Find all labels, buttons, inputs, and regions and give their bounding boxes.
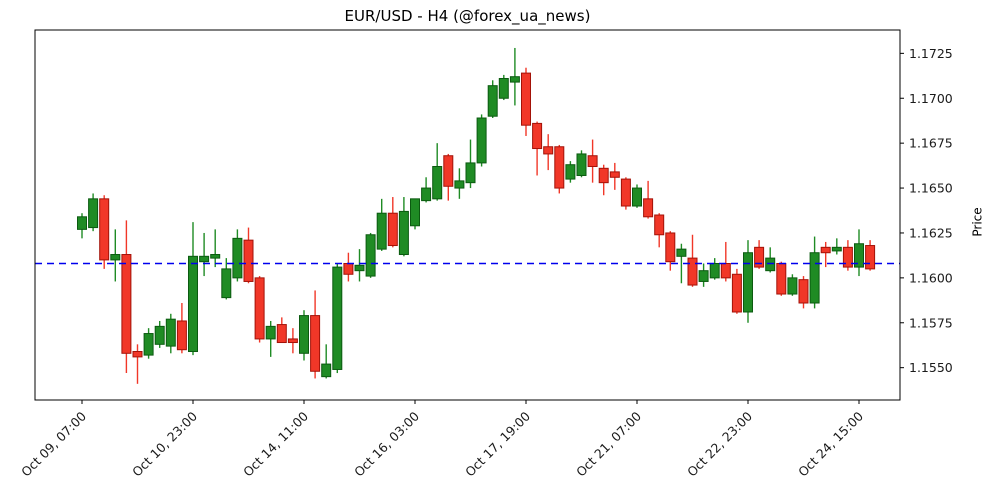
y-axis-label: Price (970, 207, 985, 237)
candle-body (632, 187, 642, 207)
plot-border (34, 29, 901, 401)
y-tick-label: 1.1700 (909, 91, 953, 106)
candle-body (99, 198, 110, 261)
candle-body (554, 146, 565, 189)
candle-body (865, 245, 876, 270)
y-tick-label: 1.1575 (909, 315, 953, 330)
candle-body (620, 178, 631, 207)
candle-body (587, 155, 598, 168)
candle-body (842, 246, 853, 268)
x-tick-label: Oct 24, 15:00 (795, 408, 866, 479)
candle-body (609, 171, 620, 178)
candle-body (809, 252, 820, 304)
candle-body (110, 254, 121, 261)
candle-body (376, 212, 387, 250)
x-tick-label: Oct 16, 03:00 (351, 408, 422, 479)
y-tick-label: 1.1725 (909, 46, 953, 61)
candle-body (720, 262, 731, 279)
candle-body (121, 254, 132, 354)
candle-body (165, 318, 176, 347)
candle-body (665, 232, 676, 263)
candle-body (88, 198, 99, 229)
candle-body (410, 198, 420, 227)
candle-body (532, 122, 543, 150)
candle-body (465, 162, 476, 184)
candle-body (498, 77, 509, 99)
candle-body (776, 262, 787, 295)
candle-body (254, 277, 265, 340)
candle-body (321, 363, 332, 378)
candle-body (199, 255, 210, 263)
candle-body (354, 264, 365, 272)
candle-body (676, 248, 687, 257)
candle-body (454, 180, 465, 189)
candle-body (299, 315, 309, 354)
candle-body (221, 268, 232, 299)
candle-body (77, 216, 87, 230)
candle-body (654, 214, 665, 236)
candle-body (543, 146, 554, 155)
candle-body (698, 270, 709, 282)
candle-body (598, 167, 609, 184)
candle-body (188, 255, 198, 353)
candle-body (432, 166, 443, 200)
candle-body (820, 246, 831, 254)
x-tick-label: Oct 17, 19:00 (462, 408, 533, 479)
candle-body (265, 325, 276, 340)
candle-body (831, 246, 842, 252)
y-tick-label: 1.1675 (909, 136, 953, 151)
candle-body (154, 325, 165, 345)
candle-body (443, 155, 454, 187)
y-tick-label: 1.1650 (909, 181, 953, 196)
candle-body (243, 239, 254, 282)
candle-body (398, 210, 409, 256)
x-tick-label: Oct 22, 23:00 (684, 408, 755, 479)
candle-body (709, 262, 720, 279)
candle-body (576, 153, 587, 176)
candle-body (132, 351, 143, 358)
candle-body (232, 237, 243, 279)
x-tick-label: Oct 21, 07:00 (573, 408, 644, 479)
candle-body (521, 72, 531, 126)
candle-body (509, 76, 520, 83)
y-tick-label: 1.1625 (909, 225, 953, 240)
candle-body (787, 277, 798, 295)
x-tick-label: Oct 10, 23:00 (129, 408, 200, 479)
candle-body (743, 252, 753, 313)
candle-body (143, 333, 154, 356)
candle-body (287, 338, 298, 344)
x-tick-label: Oct 09, 07:00 (18, 408, 89, 479)
candle-body (487, 85, 498, 117)
candle-body (210, 254, 221, 259)
y-tick-label: 1.1600 (909, 270, 953, 285)
candle-body (687, 257, 698, 286)
candle-body (565, 164, 576, 180)
candle-body (176, 320, 187, 351)
candle-body (765, 257, 776, 272)
candle-body (387, 212, 398, 247)
candle-body (754, 246, 765, 268)
chart-title: EUR/USD - H4 (@forex_ua_news) (344, 7, 591, 25)
y-tick-label: 1.1550 (909, 360, 953, 375)
candle-body (343, 262, 354, 275)
candle-body (476, 117, 487, 164)
candle-body (731, 273, 742, 313)
x-tick-label: Oct 14, 11:00 (240, 408, 311, 479)
candle-body (643, 198, 654, 218)
candle-body (798, 279, 809, 304)
candle-body (854, 243, 864, 268)
candle-body (365, 234, 376, 277)
candle-body (310, 315, 321, 372)
candle-body (332, 266, 343, 370)
candle-body (276, 324, 287, 344)
candle-body (421, 187, 432, 202)
